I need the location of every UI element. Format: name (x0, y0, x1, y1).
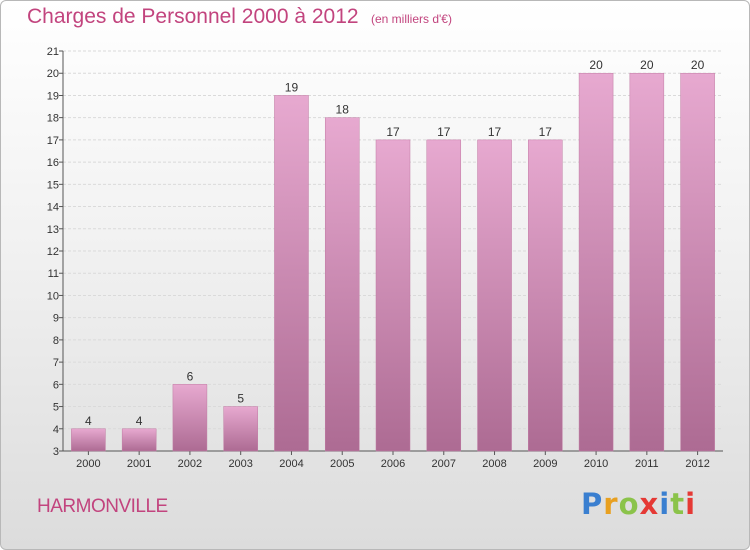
logo-letter: t (670, 487, 686, 521)
bar (528, 139, 563, 452)
y-tick-label: 10 (47, 290, 59, 302)
bar-value-label: 18 (336, 103, 350, 117)
bar (578, 72, 614, 452)
bar-value-label: 17 (539, 125, 553, 139)
x-tick-label: 2006 (381, 458, 405, 470)
logo-letter: P (581, 487, 604, 521)
x-tick-label: 2003 (228, 458, 252, 470)
x-tick-label: 2002 (178, 458, 202, 470)
bar (172, 384, 208, 452)
y-tick-label: 3 (53, 446, 59, 458)
logo-letter: r (603, 487, 619, 521)
bar (629, 72, 665, 452)
y-tick-label: 13 (47, 224, 59, 236)
y-tick-label: 7 (53, 357, 59, 369)
bar-value-label: 5 (237, 392, 244, 406)
bar (274, 95, 309, 452)
bar-value-label: 19 (285, 80, 299, 94)
y-tick-label: 11 (48, 268, 59, 280)
x-tick-label: 2011 (635, 458, 659, 470)
bar-value-label: 17 (437, 125, 451, 139)
bar-value-label: 4 (136, 414, 143, 428)
bar-value-label: 20 (589, 58, 603, 72)
bar (477, 139, 512, 452)
bar-value-label: 17 (386, 125, 400, 139)
y-tick-label: 15 (47, 179, 59, 191)
y-tick-label: 9 (53, 313, 59, 325)
y-tick-label: 17 (47, 135, 59, 147)
y-tick-label: 12 (47, 246, 59, 258)
logo-letter: i (685, 487, 697, 521)
bar (223, 406, 258, 452)
bar-value-label: 20 (691, 58, 705, 72)
y-tick-label: 18 (47, 113, 59, 125)
x-tick-label: 2004 (279, 458, 303, 470)
x-tick-label: 2012 (685, 458, 709, 470)
chart-title: Charges de Personnel 2000 à 2012 (27, 5, 359, 28)
commune-name: HARMONVILLE (37, 496, 168, 517)
bar (121, 428, 157, 452)
x-tick-label: 2005 (330, 458, 354, 470)
y-tick-label: 4 (53, 424, 59, 436)
logo-letter: x (639, 487, 660, 521)
bar (375, 139, 411, 452)
y-tick-label: 21 (47, 46, 59, 58)
chart-subtitle: (en milliers d'€) (371, 12, 452, 26)
x-tick-label: 2010 (584, 458, 608, 470)
bar-value-label: 6 (187, 369, 194, 383)
x-tick-label: 2000 (76, 458, 100, 470)
y-tick-label: 16 (47, 157, 59, 169)
bar (324, 117, 360, 452)
labels: 3 4 5 6 7 8 9 10 11 12 13 14 15 16 17 18 19 20 21 4 2000 4 200… (47, 46, 710, 470)
y-tick-label: 5 (53, 402, 59, 414)
x-tick-label: 2001 (127, 458, 151, 470)
x-tick-label: 2007 (432, 458, 456, 470)
bar-value-label: 20 (640, 58, 654, 72)
bar (426, 139, 462, 452)
bars (71, 72, 715, 452)
proxiti-logo[interactable]: Proxiti (581, 487, 696, 521)
logo-letter: o (618, 487, 640, 521)
bar-value-label: 17 (488, 125, 502, 139)
y-tick-label: 20 (47, 68, 59, 80)
y-tick-label: 19 (47, 90, 59, 102)
bar (71, 428, 106, 452)
bar-value-label: 4 (85, 414, 92, 428)
x-tick-label: 2009 (533, 458, 557, 470)
y-tick-label: 6 (53, 379, 59, 391)
y-tick-label: 14 (47, 202, 59, 214)
x-tick-label: 2008 (482, 458, 506, 470)
bar (680, 72, 715, 452)
y-tick-label: 8 (53, 335, 59, 347)
logo-letter: i (659, 487, 671, 521)
